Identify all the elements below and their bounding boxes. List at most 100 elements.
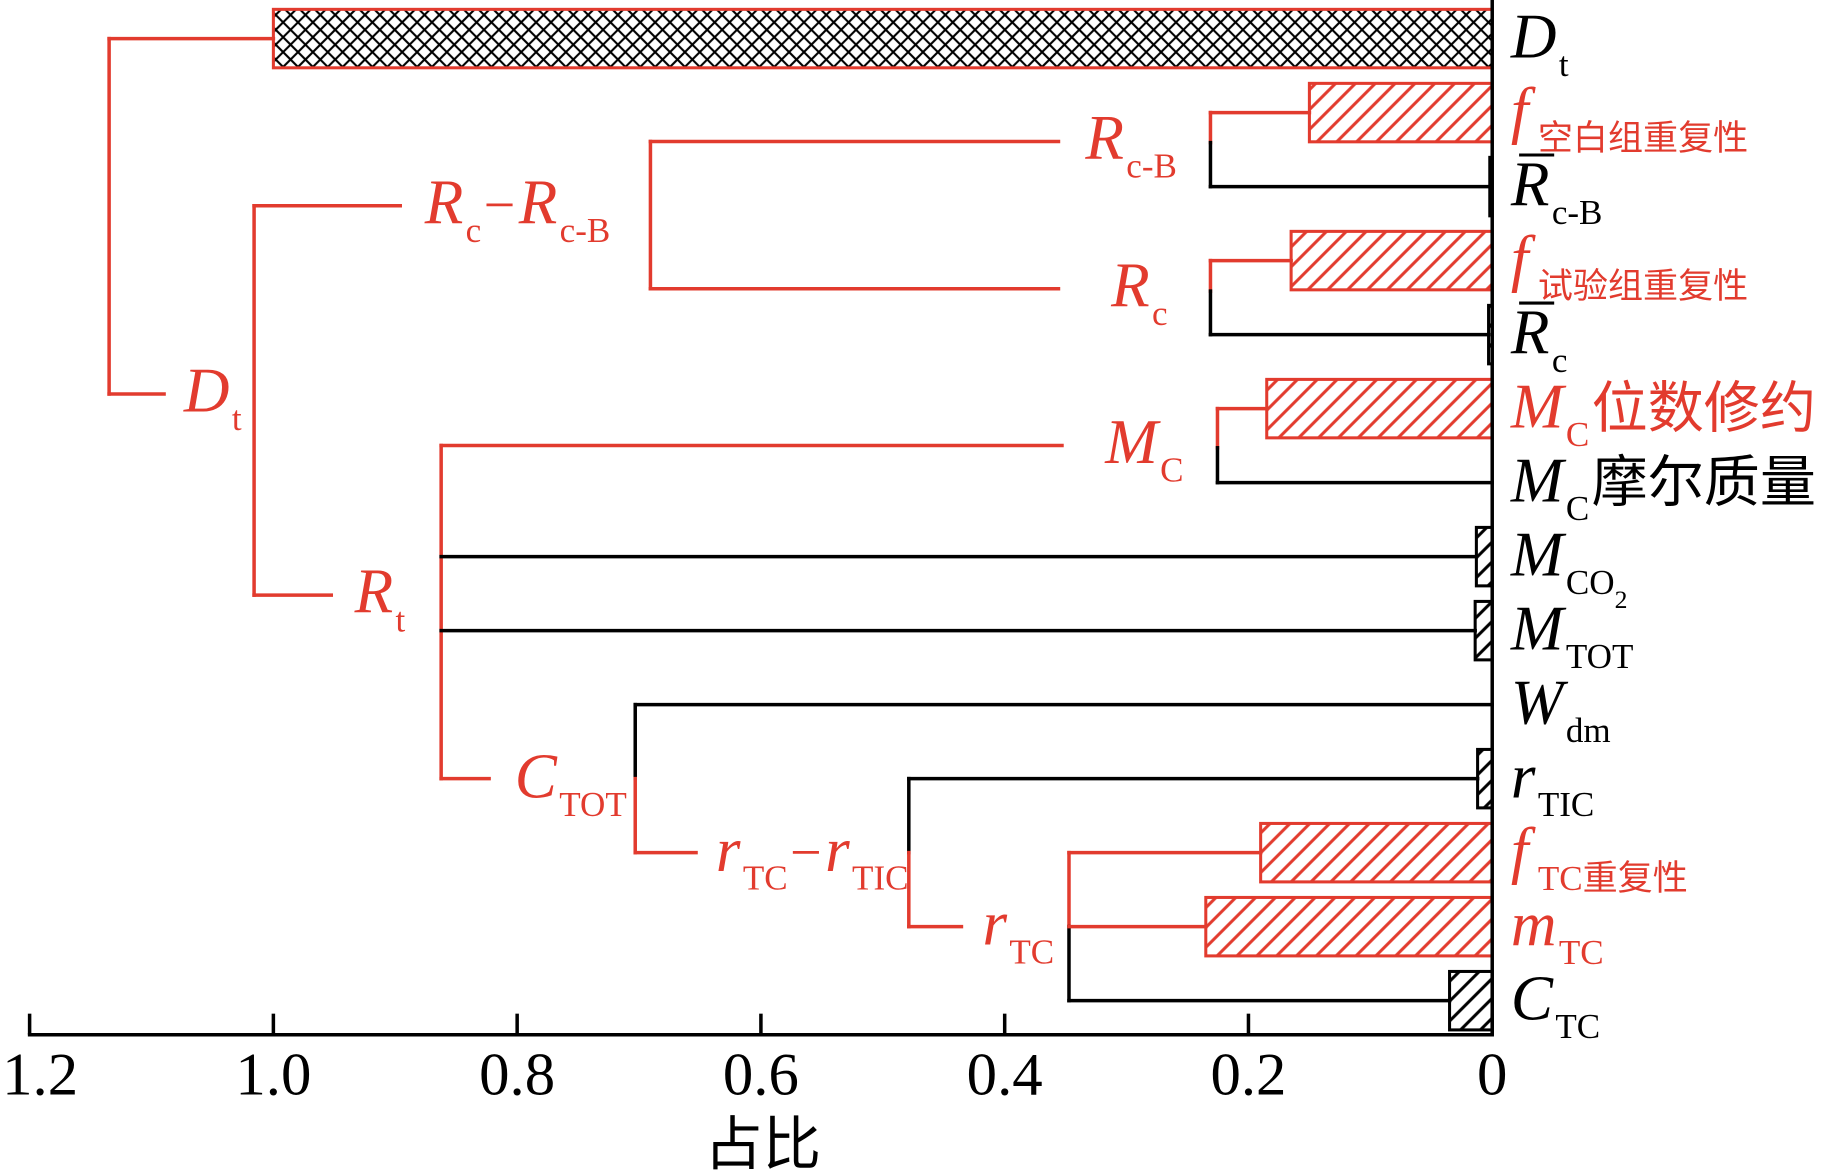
label-subscript: t (396, 600, 406, 639)
label-symbol: W (1511, 667, 1569, 737)
label-symbol: m (1511, 889, 1557, 959)
x-tick-label: 0.4 (967, 1041, 1043, 1108)
tree-node-label: Rc−Rc-B (424, 167, 610, 250)
label-symbol: R (518, 167, 558, 237)
x-tick-label: 0.8 (479, 1041, 555, 1108)
category-label: f 试验组重复性 (1511, 223, 1748, 306)
label-subscript: c (1152, 294, 1168, 333)
tree-links (107, 36, 1494, 1003)
category-label: CTC (1511, 963, 1600, 1046)
bar (1307, 81, 1494, 144)
label-symbol: R (1084, 103, 1124, 173)
label-symbol: f (1511, 815, 1536, 885)
label-subscript: c (1552, 341, 1568, 380)
label-subscript: TC (1559, 933, 1604, 972)
bar (1476, 747, 1494, 810)
label-symbol: f (1511, 223, 1536, 293)
category-label: mTC (1511, 889, 1604, 972)
label-text: 位数修约 (1592, 378, 1816, 440)
bar (1265, 377, 1494, 440)
category-label: rTIC (1511, 741, 1594, 824)
label-subscript: t (1559, 45, 1569, 84)
tree-node-label: Rt (354, 557, 406, 640)
bar (1204, 895, 1494, 958)
category-label: f TC重复性 (1511, 815, 1688, 898)
label-subscript: TIC (852, 859, 908, 898)
tree-node-label: Dt (183, 356, 242, 439)
x-tick-label: 1.2 (2, 1041, 78, 1108)
label-subscript: TOT (559, 785, 627, 824)
label-subscript: c-B (560, 211, 611, 250)
label-symbol: D (1510, 1, 1557, 71)
category-label: f 空白组重复性 (1511, 75, 1748, 158)
x-tick-label: 0 (1477, 1041, 1507, 1108)
label-symbol: R (354, 557, 394, 627)
bar (271, 7, 1494, 70)
x-axis-label: 占比 (704, 1112, 821, 1175)
label-symbol: D (183, 356, 230, 426)
category-label: MC位数修约 (1510, 371, 1816, 454)
tree-node-label: rTC (982, 889, 1054, 972)
bar (1289, 229, 1494, 292)
label-symbol: M (1510, 593, 1567, 663)
label-symbol: R (1110, 250, 1150, 320)
label-subscript: 2 (1615, 585, 1628, 614)
label-text: − (484, 174, 516, 236)
tree-node-label: CTOT (515, 741, 627, 824)
label-text: 摩尔质量 (1592, 452, 1816, 514)
category-label: MTOT (1510, 593, 1633, 676)
bar (1448, 969, 1494, 1032)
label-subscript: C (1160, 451, 1183, 490)
category-label: Rc (1510, 297, 1567, 380)
label-symbol: R (1510, 149, 1550, 219)
bar (1259, 821, 1494, 884)
label-symbol: R (1510, 297, 1550, 367)
label-subscript: TC (743, 859, 788, 898)
label-symbol: C (1511, 963, 1554, 1033)
tree-node-label: rTC−rTIC (716, 815, 909, 898)
label-subscript: c (466, 211, 482, 250)
x-tick-label: 1.0 (235, 1041, 311, 1108)
x-tick-label: 0.6 (723, 1041, 799, 1108)
tree-node-label: MC (1104, 407, 1183, 490)
category-label: Dt (1510, 1, 1569, 84)
label-subscript: c-B (1552, 193, 1603, 232)
axes: 1.2 1.0 0.8 0.6 0.4 0.2 0 占比 (2, 0, 1507, 1175)
category-label: MCO2 (1510, 519, 1628, 614)
tree-node-label: Rc (1110, 250, 1167, 333)
label-symbol: M (1510, 519, 1567, 589)
label-subscript: TIC (1538, 785, 1594, 824)
label-subscript: CO (1566, 563, 1615, 602)
label-subscript: 空白组重复性 (1538, 119, 1748, 158)
label-symbol: r (825, 815, 850, 885)
category-label: Rc-B (1510, 149, 1603, 232)
x-tick-label: 0.2 (1210, 1041, 1286, 1108)
label-subscript: c-B (1126, 147, 1177, 186)
label-symbol: r (716, 815, 741, 885)
label-subscript: C (1566, 415, 1589, 454)
label-subscript: TOT (1566, 637, 1634, 676)
label-subscript: dm (1566, 711, 1611, 750)
label-symbol: r (982, 889, 1007, 959)
label-subscript: t (232, 399, 242, 438)
label-subscript: TC (1555, 1007, 1600, 1046)
label-symbol: f (1511, 75, 1536, 145)
label-text: − (790, 822, 822, 884)
label-subscript: 试验组重复性 (1538, 267, 1748, 306)
category-label: Wdm (1511, 667, 1611, 750)
label-symbol: M (1510, 445, 1567, 515)
label-symbol: M (1510, 371, 1567, 441)
label-symbol: C (515, 741, 558, 811)
label-symbol: r (1511, 741, 1536, 811)
label-symbol: R (424, 167, 464, 237)
category-label: MC摩尔质量 (1510, 445, 1816, 528)
bar (1474, 525, 1494, 588)
tree-node-label: Rc-B (1084, 103, 1177, 186)
bar (1473, 599, 1494, 662)
label-symbol: M (1104, 407, 1161, 477)
label-subscript: TC重复性 (1538, 859, 1688, 898)
label-subscript: TC (1009, 932, 1054, 971)
label-subscript: C (1566, 489, 1589, 528)
